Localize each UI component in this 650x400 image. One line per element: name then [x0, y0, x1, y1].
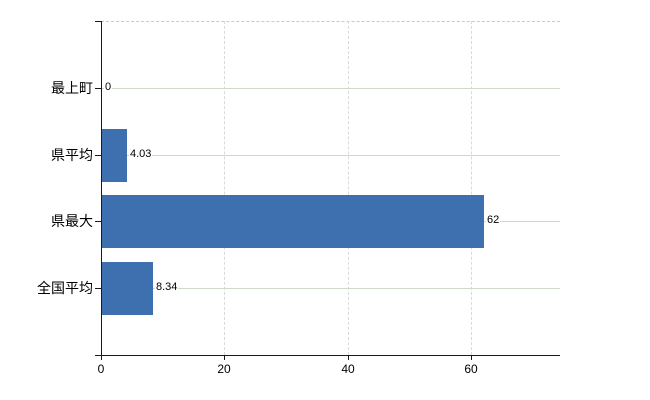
h-gridline: [102, 288, 560, 289]
y-tick: [95, 221, 101, 222]
bar: [102, 195, 484, 248]
y-tick: [95, 288, 101, 289]
y-tick: [95, 21, 101, 22]
h-gridline: [102, 88, 560, 89]
y-tick: [95, 155, 101, 156]
bar-value-label: 62: [486, 214, 501, 227]
x-tick-label: 0: [97, 362, 105, 376]
h-gridline: [102, 155, 560, 156]
plot-top-border: [101, 21, 560, 22]
v-gridline: [471, 21, 472, 355]
category-label: 最上町: [51, 80, 93, 96]
x-tick: [348, 355, 349, 360]
v-gridline: [348, 21, 349, 355]
x-tick: [471, 355, 472, 360]
y-axis-line: [101, 21, 102, 360]
bar-value-label: 4.03: [129, 148, 153, 161]
bar: [102, 129, 127, 182]
x-tick-label: 20: [217, 362, 231, 376]
bar-value-label: 0: [104, 81, 113, 94]
bar: [102, 262, 153, 315]
v-gridline: [224, 21, 225, 355]
x-tick-label: 60: [464, 362, 478, 376]
x-tick: [224, 355, 225, 360]
category-label: 県最大: [51, 213, 93, 229]
bar-value-label: 8.34: [155, 281, 179, 294]
category-label: 全国平均: [37, 280, 93, 296]
x-tick: [101, 355, 102, 360]
x-tick-label: 40: [341, 362, 355, 376]
x-axis-line: [95, 355, 560, 356]
category-label: 県平均: [51, 147, 93, 163]
y-tick: [95, 88, 101, 89]
